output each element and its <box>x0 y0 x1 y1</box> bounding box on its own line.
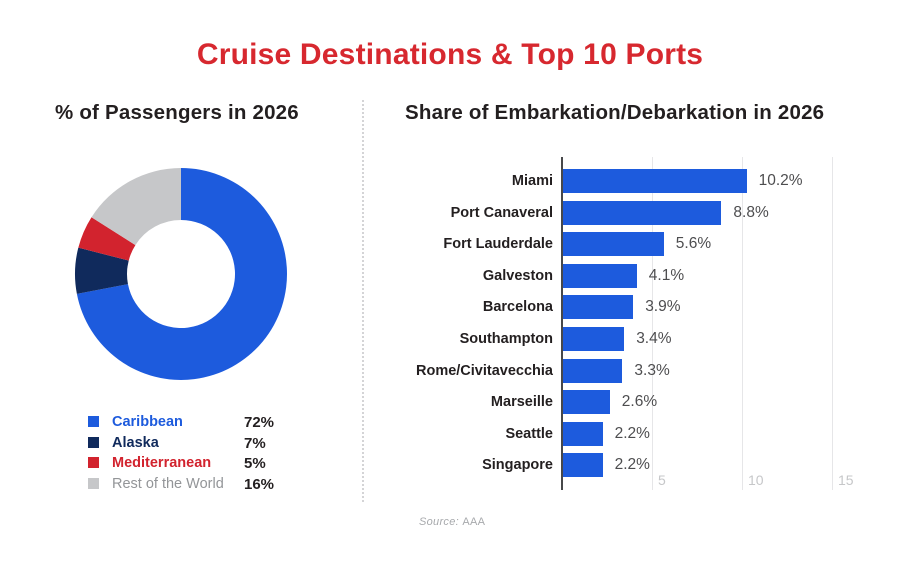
bar-value-label: 3.3% <box>634 361 670 379</box>
bar-seattle <box>563 421 603 446</box>
vertical-dotted-divider <box>362 100 364 502</box>
x-tick-label-10: 10 <box>748 472 764 488</box>
legend-swatch <box>88 477 99 489</box>
legend-swatch <box>88 436 99 448</box>
donut-segment-alaska <box>75 247 129 294</box>
bar-value-label: 3.4% <box>636 330 672 347</box>
donut-segment-rest-of-the-world <box>91 168 181 246</box>
port-label-seattle: Seattle <box>505 425 553 442</box>
bar-value-label: 4.1% <box>648 266 685 284</box>
donut-segment-caribbean <box>76 168 288 380</box>
legend-value: 5% <box>244 455 266 472</box>
bar-singapore <box>563 453 603 478</box>
gridline-x-10 <box>742 157 743 490</box>
bar-fort-lauderdale <box>563 232 664 257</box>
port-label-barcelona: Barcelona <box>482 299 553 316</box>
port-label-fort-lauderdale: Fort Lauderdale <box>443 236 553 253</box>
bar-chart-title: Share of Embarkation/Debarkation in 2026 <box>405 101 825 124</box>
legend-swatch <box>88 415 99 427</box>
port-label-southampton: Southampton <box>459 331 553 347</box>
port-label-port-canaveral: Port Canaveral <box>450 204 553 221</box>
bar-southampton <box>563 327 625 351</box>
gridline-x-5 <box>652 157 653 490</box>
page-title: Cruise Destinations & Top 10 Ports <box>196 38 704 71</box>
bar-barcelona <box>563 295 634 320</box>
bar-value-label: 10.2% <box>758 172 803 189</box>
donut-segment-mediterranean <box>78 217 136 261</box>
legend-label: Rest of the World <box>112 475 224 492</box>
port-label-rome-civitavecchia: Rome/Civitavecchia <box>415 362 553 379</box>
port-label-miami: Miami <box>511 173 553 189</box>
y-axis-line <box>561 157 563 490</box>
bar-port-canaveral <box>563 200 722 225</box>
x-tick-label-15: 15 <box>838 472 854 488</box>
source-note: Source: AAA <box>419 516 485 528</box>
bar-miami <box>563 169 747 193</box>
legend-label: Caribbean <box>112 413 183 430</box>
bar-value-label: 3.9% <box>645 298 681 316</box>
bar-value-label: 5.6% <box>675 235 712 253</box>
bar-marseille <box>563 390 610 415</box>
source-prefix: Source: <box>419 516 460 528</box>
port-label-marseille: Marseille <box>490 394 553 411</box>
source-value: AAA <box>462 516 486 528</box>
legend-swatch <box>88 457 99 468</box>
legend-value: 72% <box>244 413 275 431</box>
donut-chart-title: % of Passengers in 2026 <box>55 101 299 124</box>
gridline-x-15 <box>832 157 833 490</box>
bar-value-label: 2.6% <box>621 393 658 411</box>
legend-label: Mediterranean <box>112 455 212 471</box>
bar-rome-civitavecchia <box>563 358 623 383</box>
bar-value-label: 2.2% <box>614 456 650 474</box>
bar-galveston <box>563 263 637 288</box>
legend-value: 16% <box>244 475 275 493</box>
donut-chart <box>75 168 288 380</box>
bar-value-label: 2.2% <box>614 424 650 442</box>
port-label-galveston: Galveston <box>482 267 553 284</box>
port-label-singapore: Singapore <box>482 457 553 474</box>
bar-value-label: 8.8% <box>733 203 769 221</box>
legend-label: Alaska <box>112 434 159 451</box>
x-tick-label-5: 5 <box>658 472 666 488</box>
legend-value: 7% <box>244 434 266 452</box>
